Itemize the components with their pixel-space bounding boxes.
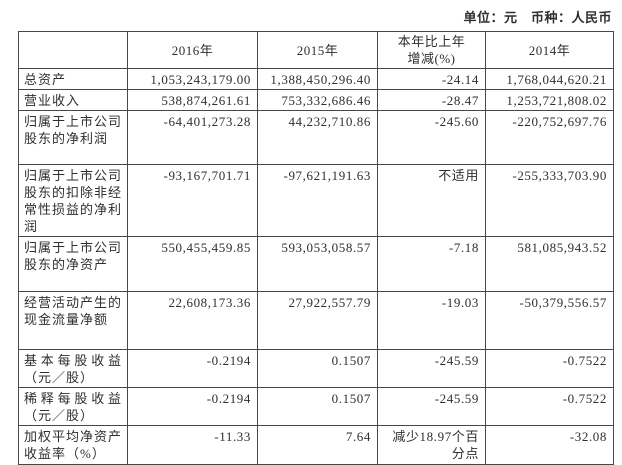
- value-2015: 0.1507: [257, 349, 378, 388]
- value-change: -28.47: [377, 89, 486, 111]
- row-label: 加权平均净资产收益率（%）: [18, 425, 128, 465]
- row-label: 稀释每股收益（元／股）: [18, 387, 128, 426]
- value-2014: 581,085,943.52: [485, 236, 614, 292]
- value-2015: 7.64: [257, 425, 378, 465]
- value-2014: -0.7522: [485, 387, 614, 426]
- value-2016: 1,053,243,179.00: [127, 68, 258, 90]
- table-row-weighted-avg-roe: 加权平均净资产收益率（%） -11.33 7.64 减少18.97个百分点 -3…: [18, 425, 614, 465]
- value-2016: -11.33: [127, 425, 258, 465]
- value-2015: 0.1507: [257, 387, 378, 426]
- value-2014: -50,379,556.57: [485, 291, 614, 350]
- value-2015: 27,922,557.79: [257, 291, 378, 350]
- table-row-diluted-eps: 稀释每股收益（元／股） -0.2194 0.1507 -245.59 -0.75…: [18, 387, 614, 426]
- value-change: -19.03: [377, 291, 486, 350]
- table-row-net-profit: 归属于上市公司股东的净利润 -64,401,273.28 44,232,710.…: [18, 110, 614, 165]
- value-2015: 753,332,686.46: [257, 89, 378, 111]
- value-2015: 44,232,710.86: [257, 110, 378, 165]
- value-2014: -32.08: [485, 425, 614, 465]
- value-change: -245.59: [377, 387, 486, 426]
- header-2014: 2014年: [485, 31, 614, 69]
- value-2016: 538,874,261.61: [127, 89, 258, 111]
- row-label: 基本每股收益（元／股）: [18, 349, 128, 388]
- table-row-operating-revenue: 营业收入 538,874,261.61 753,332,686.46 -28.4…: [18, 89, 614, 111]
- unit-currency-note: 单位：元 币种：人民币: [463, 10, 612, 25]
- value-2014: -220,752,697.76: [485, 110, 614, 165]
- header-change-yoy: 本年比上年 增减(%): [377, 31, 486, 69]
- row-label: 经营活动产生的现金流量净额: [18, 291, 128, 350]
- value-2014: -0.7522: [485, 349, 614, 388]
- value-change: 减少18.97个百分点: [377, 425, 486, 465]
- header-2016: 2016年: [127, 31, 258, 69]
- row-label: 归属于上市公司股东的净利润: [18, 110, 128, 165]
- value-2016: -93,167,701.71: [127, 164, 258, 237]
- value-2016: -64,401,273.28: [127, 110, 258, 165]
- row-label: 营业收入: [18, 89, 128, 111]
- value-2016: 22,608,173.36: [127, 291, 258, 350]
- header-2015: 2015年: [257, 31, 378, 69]
- value-change: -245.59: [377, 349, 486, 388]
- value-2015: -97,621,191.63: [257, 164, 378, 237]
- value-2014: -255,333,703.90: [485, 164, 614, 237]
- value-change: -24.14: [377, 68, 486, 90]
- row-label: 总资产: [18, 68, 128, 90]
- key-financials-table: 2016年 2015年 本年比上年 增减(%) 2014年 总资产 1,053,…: [18, 31, 614, 465]
- table-row-net-assets: 归属于上市公司股东的净资产 550,455,459.85 593,053,058…: [18, 236, 614, 292]
- value-change: -7.18: [377, 236, 486, 292]
- value-2015: 593,053,058.57: [257, 236, 378, 292]
- value-2016: -0.2194: [127, 349, 258, 388]
- value-2014: 1,768,044,620.21: [485, 68, 614, 90]
- table-row-operating-cash-flow: 经营活动产生的现金流量净额 22,608,173.36 27,922,557.7…: [18, 291, 614, 350]
- table-row-total-assets: 总资产 1,053,243,179.00 1,388,450,296.40 -2…: [18, 68, 614, 90]
- header-indicator: [18, 31, 128, 69]
- value-change: 不适用: [377, 164, 486, 237]
- value-2016: 550,455,459.85: [127, 236, 258, 292]
- value-2015: 1,388,450,296.40: [257, 68, 378, 90]
- value-2014: 1,253,721,808.02: [485, 89, 614, 111]
- table-row-net-profit-excl-nonrecurring: 归属于上市公司股东的扣除非经常性损益的净利润 -93,167,701.71 -9…: [18, 164, 614, 237]
- value-change: -245.60: [377, 110, 486, 165]
- table-row-basic-eps: 基本每股收益（元／股） -0.2194 0.1507 -245.59 -0.75…: [18, 349, 614, 388]
- value-2016: -0.2194: [127, 387, 258, 426]
- table-header-row: 2016年 2015年 本年比上年 增减(%) 2014年: [18, 31, 614, 69]
- row-label: 归属于上市公司股东的净资产: [18, 236, 128, 292]
- row-label: 归属于上市公司股东的扣除非经常性损益的净利润: [18, 164, 128, 237]
